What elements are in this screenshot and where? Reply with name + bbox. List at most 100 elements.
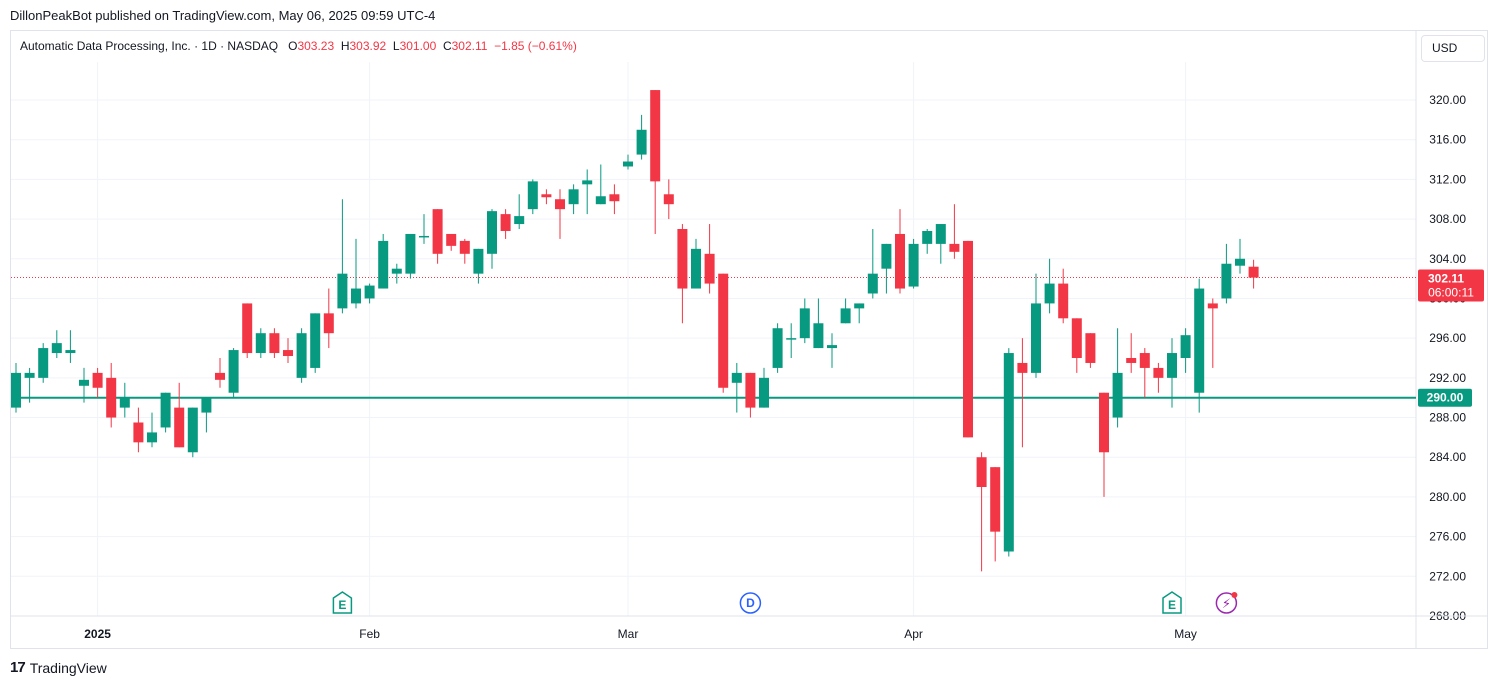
candle-body (1003, 353, 1014, 552)
candle-body (1112, 372, 1123, 418)
candle-body (337, 273, 348, 309)
y-tick-label: 292.00 (1429, 371, 1466, 385)
candle-body (731, 372, 742, 383)
candle-body (691, 248, 701, 289)
high-value: 303.92 (349, 39, 387, 53)
candle-body (786, 338, 797, 340)
candle-body (106, 377, 117, 418)
candle-body (555, 199, 565, 210)
candle-body (351, 288, 361, 304)
candle-body (419, 235, 429, 238)
y-tick-label: 312.00 (1429, 172, 1466, 186)
candle-body (459, 240, 470, 254)
candle-body (242, 303, 253, 354)
candle-body (663, 194, 674, 205)
level-price-tag (1418, 388, 1472, 407)
candle-body (772, 328, 783, 368)
y-tick-label: 308.00 (1429, 212, 1466, 226)
candle-body (541, 194, 552, 198)
tradingview-logo[interactable]: 17 TradingView (10, 659, 107, 676)
candle-body (568, 189, 579, 205)
candle-body (432, 209, 443, 254)
low-value: 301.00 (399, 39, 437, 53)
x-tick-label: Feb (359, 627, 380, 641)
candle-body (527, 181, 538, 210)
candle-body (1221, 263, 1232, 299)
published-line: DillonPeakBot published on TradingView.c… (10, 8, 436, 23)
candle-body (922, 230, 933, 244)
candle-body (949, 243, 960, 252)
low-label: L (392, 39, 400, 53)
candle-body (255, 333, 266, 354)
chart-frame (10, 30, 1488, 649)
candle-body (1044, 283, 1055, 304)
candle-body (1085, 333, 1096, 363)
y-tick-label: 288.00 (1429, 411, 1466, 425)
candle-body (609, 194, 620, 202)
y-tick-label: 280.00 (1429, 490, 1466, 504)
candle-body (990, 467, 1001, 532)
y-tick-label: 276.00 (1429, 530, 1466, 544)
candle-body (595, 196, 606, 205)
currency-button[interactable]: USD (1421, 35, 1485, 62)
candle-body (867, 273, 878, 294)
y-tick-label: 316.00 (1429, 133, 1466, 147)
candle-body (405, 233, 416, 274)
flash-event-label: ⚡ (1222, 597, 1231, 612)
candle-body (65, 350, 76, 354)
candle-body (323, 313, 334, 334)
candle-body (1071, 318, 1082, 358)
candle-body (473, 248, 484, 274)
candle-body (147, 432, 157, 443)
close-value: 302.11 (451, 39, 488, 53)
last-price-label: 302.11 (1428, 272, 1464, 286)
candle-body (1031, 303, 1041, 373)
candle-body (446, 233, 457, 246)
candle-body (1058, 283, 1069, 319)
candle-body (704, 253, 715, 284)
level-price-label: 290.00 (1427, 391, 1464, 405)
x-tick-label: May (1174, 627, 1197, 641)
candle-body (11, 372, 21, 408)
candle-body (1235, 258, 1245, 266)
candle-body (119, 397, 130, 408)
candle-body (269, 333, 280, 354)
candle-body (487, 211, 497, 254)
candle-body (500, 214, 511, 231)
candle-body (963, 240, 973, 438)
candle-body (1017, 362, 1028, 373)
candle-body (310, 313, 321, 368)
candle-body (378, 240, 389, 289)
candle-body (1167, 353, 1177, 378)
candle-body (908, 243, 919, 287)
earnings-label: E (338, 598, 346, 612)
tradingview-brand: TradingView (29, 659, 107, 676)
candle-body (1194, 288, 1205, 393)
candle-body (1153, 367, 1164, 378)
symbol-legend: Automatic Data Processing, Inc. · 1D · N… (20, 39, 577, 53)
candle-body (799, 308, 810, 339)
candle-body (92, 372, 103, 388)
symbol-title: Automatic Data Processing, Inc. · 1D · N… (20, 39, 279, 53)
close-label: C (442, 39, 452, 53)
candle-body (976, 457, 987, 487)
candle-body (840, 308, 851, 324)
candle-body (133, 422, 144, 443)
dividend-icon (739, 592, 762, 614)
earnings-icon (1162, 591, 1182, 614)
countdown-label: 06:00:11 (1428, 286, 1474, 300)
earnings-label: E (1168, 598, 1176, 612)
y-tick-label: 284.00 (1429, 450, 1466, 464)
candle-body (881, 243, 892, 269)
candle-body (514, 216, 525, 225)
candle-body (1139, 353, 1150, 368)
candle-body (759, 377, 769, 408)
y-tick-label: 296.00 (1429, 331, 1466, 345)
candle-body (201, 397, 212, 413)
candle-body (935, 224, 946, 244)
candle-body (391, 268, 402, 274)
candle-body (854, 303, 865, 309)
candle-body (38, 348, 49, 378)
candle-body (24, 372, 35, 378)
